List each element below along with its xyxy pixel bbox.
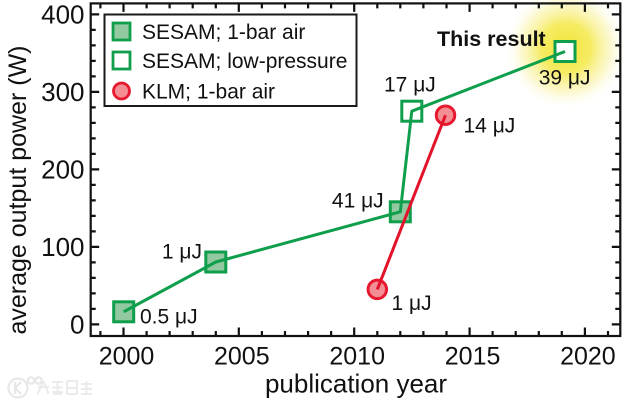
svg-text:average output power (W): average output power (W) <box>4 45 32 334</box>
svg-text:KLM; 1-bar air: KLM; 1-bar air <box>142 81 275 104</box>
svg-text:This result: This result <box>437 27 546 51</box>
svg-text:1 μJ: 1 μJ <box>162 241 202 264</box>
svg-text:1 μJ: 1 μJ <box>392 292 432 315</box>
svg-text:2010: 2010 <box>329 343 385 371</box>
svg-text:17 μJ: 17 μJ <box>384 74 436 97</box>
svg-text:publication year: publication year <box>265 369 447 399</box>
svg-text:2020: 2020 <box>560 343 616 371</box>
svg-text:14 μJ: 14 μJ <box>464 115 516 138</box>
svg-text:2015: 2015 <box>445 343 501 371</box>
svg-text:39 μJ: 39 μJ <box>539 67 591 90</box>
svg-text:100: 100 <box>41 232 84 262</box>
svg-text:2000: 2000 <box>99 343 155 371</box>
svg-text:SESAM; 1-bar air: SESAM; 1-bar air <box>142 21 305 44</box>
svg-text:SESAM; low-pressure: SESAM; low-pressure <box>142 50 347 73</box>
svg-text:0.5 μJ: 0.5 μJ <box>140 306 198 329</box>
svg-text:300: 300 <box>41 77 84 107</box>
svg-text:200: 200 <box>41 155 84 185</box>
svg-text:400: 400 <box>41 0 84 30</box>
svg-text:0: 0 <box>70 310 84 340</box>
svg-text:41 μJ: 41 μJ <box>332 190 384 213</box>
svg-text:2005: 2005 <box>214 343 270 371</box>
